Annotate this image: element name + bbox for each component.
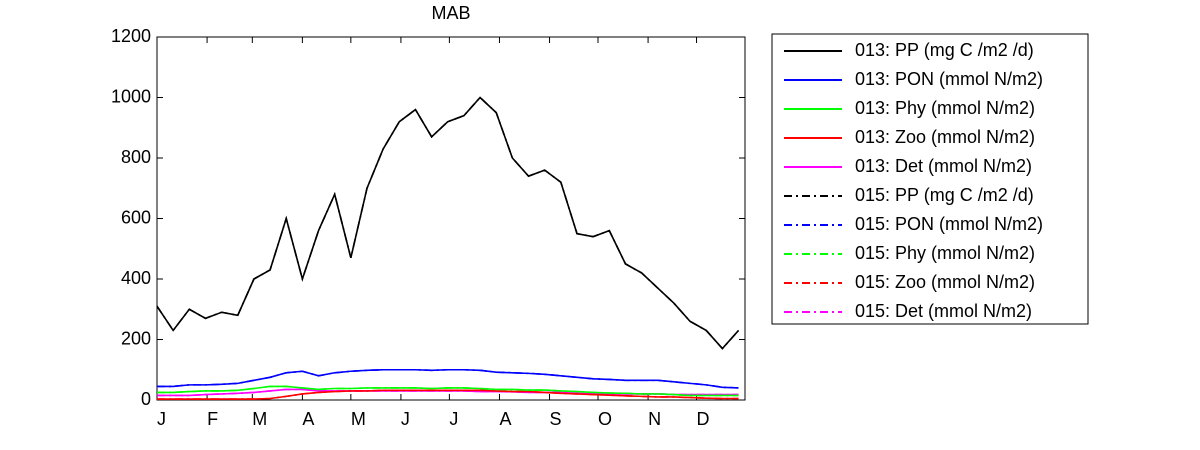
legend-box (771, 33, 1089, 325)
legend-label: 013: Det (mmol N/m2) (855, 156, 1032, 176)
y-tick-label: 0 (141, 389, 151, 409)
legend-label: 015: PP (mg C /m2 /d) (855, 185, 1034, 205)
legend-label: 013: PP (mg C /m2 /d) (855, 40, 1034, 60)
x-tick-label: M (351, 409, 366, 429)
y-tick-label: 800 (121, 147, 151, 167)
x-tick-label: A (302, 409, 314, 429)
legend-label: 015: Zoo (mmol N/m2) (855, 272, 1035, 292)
x-tick-label: J (401, 409, 410, 429)
x-tick-label: S (550, 409, 562, 429)
x-tick-label: J (449, 409, 458, 429)
legend-label: 013: Zoo (mmol N/m2) (855, 127, 1035, 147)
y-tick-label: 1200 (111, 26, 151, 46)
y-tick-label: 1000 (111, 86, 151, 106)
legend-label: 015: PON (mmol N/m2) (855, 214, 1043, 234)
y-tick-label: 400 (121, 268, 151, 288)
x-tick-label: D (697, 409, 710, 429)
x-tick-label: O (598, 409, 612, 429)
legend-label: 015: Det (mmol N/m2) (855, 301, 1032, 321)
legend-label: 013: PON (mmol N/m2) (855, 69, 1043, 89)
legend-label: 015: Phy (mmol N/m2) (855, 243, 1035, 263)
y-tick-label: 200 (121, 328, 151, 348)
legend-label: 013: Phy (mmol N/m2) (855, 98, 1035, 118)
x-tick-label: N (648, 409, 661, 429)
series-line (156, 96, 740, 350)
y-tick-label: 600 (121, 207, 151, 227)
x-tick-label: J (157, 409, 166, 429)
x-tick-label: A (499, 409, 511, 429)
series-line (157, 368, 739, 389)
x-tick-label: F (207, 409, 218, 429)
series-line (157, 385, 739, 397)
series-line (157, 389, 739, 400)
x-tick-label: M (252, 409, 267, 429)
chart-title: MAB (431, 3, 470, 23)
